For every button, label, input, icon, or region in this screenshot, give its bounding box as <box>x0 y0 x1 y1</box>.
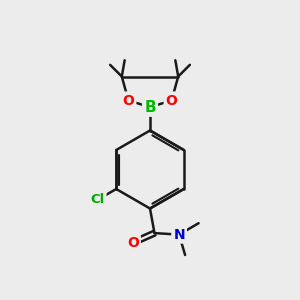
Text: B: B <box>144 100 156 115</box>
Text: O: O <box>166 94 178 107</box>
Text: O: O <box>127 236 139 250</box>
Text: N: N <box>173 228 185 242</box>
Text: Cl: Cl <box>90 193 105 206</box>
Text: O: O <box>122 94 134 107</box>
